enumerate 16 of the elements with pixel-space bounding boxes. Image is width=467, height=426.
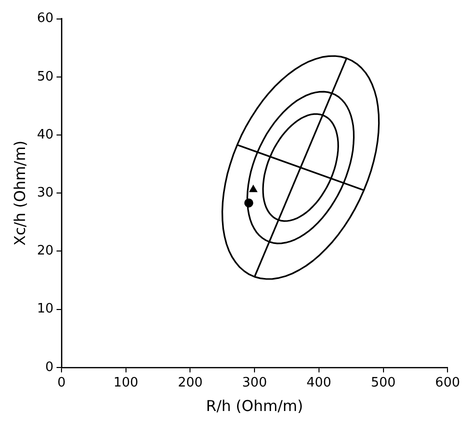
- y-tick-label: 10: [36, 302, 54, 317]
- y-tick-label: 30: [36, 185, 54, 200]
- y-tick-label: 40: [36, 127, 54, 142]
- y-tick-label: 20: [36, 244, 54, 259]
- x-tick-label: 100: [113, 376, 138, 391]
- y-tick-label: 0: [45, 360, 54, 375]
- y-axis-title: Xc/h (Ohm/m): [10, 140, 29, 246]
- x-tick-label: 0: [57, 376, 66, 391]
- x-axis-title: R/h (Ohm/m): [206, 396, 304, 415]
- x-tick-label: 200: [178, 376, 203, 391]
- x-tick-label: 500: [370, 376, 396, 391]
- y-tick-label: 50: [36, 69, 54, 84]
- y-tick-label: 60: [36, 11, 54, 26]
- x-tick-label: 600: [435, 376, 460, 391]
- x-tick-label: 300: [242, 376, 267, 391]
- x-tick-label: 400: [306, 376, 332, 391]
